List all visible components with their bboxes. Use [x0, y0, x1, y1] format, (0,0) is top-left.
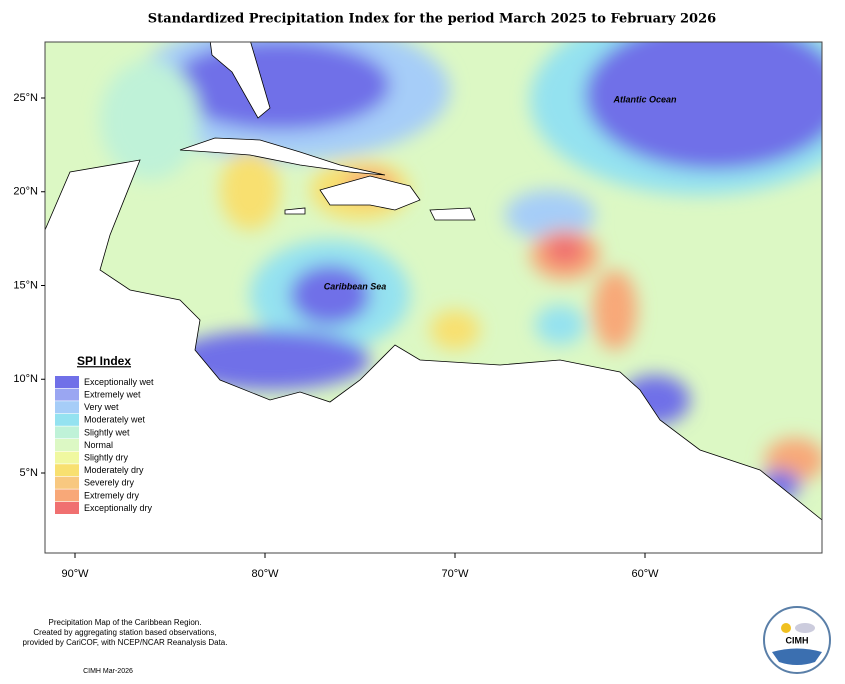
legend-label: Slightly wet — [84, 427, 130, 437]
legend-swatch — [55, 502, 79, 514]
legend-swatch — [55, 439, 79, 451]
lat-label: 20°N — [13, 186, 38, 198]
footer-line: Precipitation Map of the Caribbean Regio… — [49, 618, 202, 627]
map-title: Standardized Precipitation Index for the… — [148, 12, 716, 27]
legend-label: Moderately dry — [84, 465, 144, 475]
legend-label: Severely dry — [84, 478, 135, 488]
map — [45, 42, 822, 553]
footer-line: Created by aggregating station based obs… — [33, 628, 216, 637]
legend-label: Moderately wet — [84, 415, 146, 425]
lon-label: 60°W — [631, 568, 659, 580]
lat-label: 10°N — [13, 373, 38, 385]
legend-label: Normal — [84, 440, 113, 450]
lon-label: 80°W — [251, 568, 279, 580]
land — [45, 42, 822, 553]
ocean-label: Atlantic Ocean — [612, 94, 677, 104]
lat-label: 5°N — [20, 467, 39, 479]
legend-label: Extremely wet — [84, 389, 141, 399]
legend-label: Extremely dry — [84, 490, 140, 500]
footer-stamp: CIMH Mar-2026 — [83, 668, 133, 675]
legend-label: Very wet — [84, 402, 119, 412]
generated: 25°N 20°N 15°N 10°N 5°N 90°W 80°W 70°W 60°W Excep… — [13, 92, 659, 580]
lon-label: 70°W — [441, 568, 469, 580]
legend-label: Slightly dry — [84, 452, 129, 462]
legend-swatch — [55, 426, 79, 439]
legend-swatch — [55, 464, 79, 477]
legend-swatch — [55, 376, 79, 388]
legend-swatch — [55, 388, 79, 401]
lat-label: 25°N — [13, 92, 38, 104]
lat-label: 15°N — [13, 279, 38, 291]
legend-swatch — [55, 413, 79, 426]
legend-title: SPI Index — [77, 354, 131, 368]
logo: CIMH — [763, 606, 831, 674]
sea-label: Caribbean Sea — [324, 281, 387, 291]
legend-swatch — [55, 489, 79, 502]
footer-line: provided by CariCOF, with NCEP/NCAR Rean… — [23, 638, 228, 647]
legend-swatch — [55, 451, 79, 464]
legend-label: Exceptionally wet — [84, 377, 154, 387]
lon-label: 90°W — [61, 568, 89, 580]
legend-swatch — [55, 476, 79, 489]
legend-label: Exceptionally dry — [84, 503, 153, 513]
map-frame — [44, 41, 823, 554]
logo-text: CIMH — [786, 635, 809, 645]
legend-swatch — [55, 401, 79, 414]
